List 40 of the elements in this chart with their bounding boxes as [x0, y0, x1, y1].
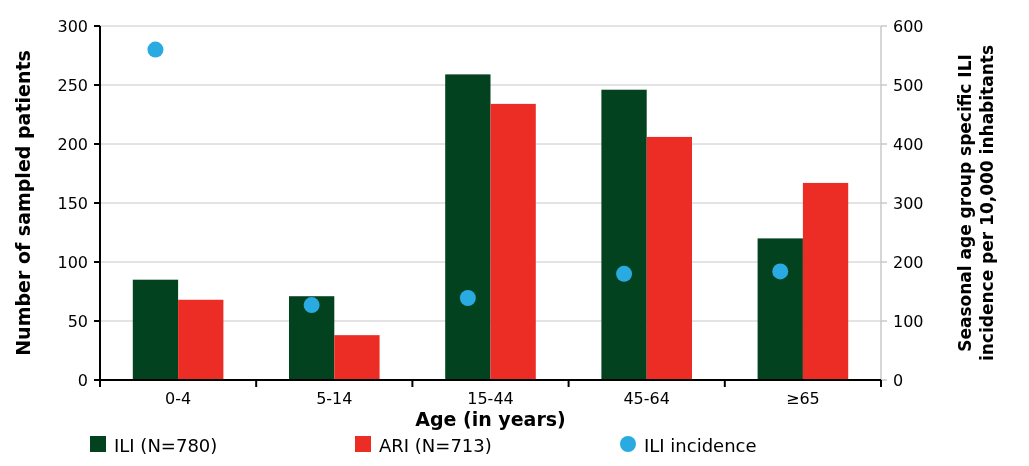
y2-tick-label: 300 — [893, 193, 924, 213]
y2-tick-label: 600 — [893, 16, 924, 36]
bar — [601, 89, 647, 380]
y2-tick-label: 500 — [893, 75, 924, 95]
y-tick-label: 150 — [57, 193, 88, 213]
bar — [757, 238, 803, 380]
bar — [289, 296, 335, 380]
bar — [334, 335, 380, 380]
bar — [802, 182, 849, 380]
x-tick-label: ≥65 — [786, 389, 820, 408]
x-tick-label: 5-14 — [316, 389, 353, 408]
y-tick-label: 300 — [57, 16, 88, 36]
x-tick-label: 15-44 — [467, 389, 514, 408]
legend-label: ILI (N=780) — [114, 435, 218, 456]
x-tick-label: 45-64 — [623, 389, 670, 408]
y-tick-label: 250 — [57, 75, 88, 95]
x-axis-title: Age (in years) — [415, 408, 566, 430]
y-axis-title: Number of sampled patients — [12, 50, 34, 356]
bar — [646, 136, 692, 380]
point — [303, 297, 320, 314]
y-tick-label: 100 — [57, 252, 88, 272]
legend-label: ARI (N=713) — [379, 435, 492, 456]
bar — [445, 74, 491, 380]
y2-axis-title: Seasonal age group specific ILI incidence per 10,000 inhabitants — [955, 44, 997, 362]
bar — [490, 103, 536, 380]
y2-tick-label: 100 — [893, 311, 924, 331]
y-tick-label: 200 — [57, 134, 88, 154]
y-tick-label: 50 — [67, 311, 88, 331]
y2-tick-label: 400 — [893, 134, 924, 154]
bar — [178, 299, 224, 380]
legend-label: ILI incidence — [644, 435, 757, 456]
bar — [132, 279, 179, 380]
point — [459, 289, 476, 306]
y-tick-label: 0 — [77, 370, 88, 390]
y2-tick-label: 0 — [893, 370, 904, 390]
point — [147, 41, 164, 58]
y2-tick-label: 200 — [893, 252, 924, 272]
point — [772, 263, 789, 280]
x-tick-label: 0-4 — [165, 389, 192, 408]
point — [616, 265, 633, 282]
